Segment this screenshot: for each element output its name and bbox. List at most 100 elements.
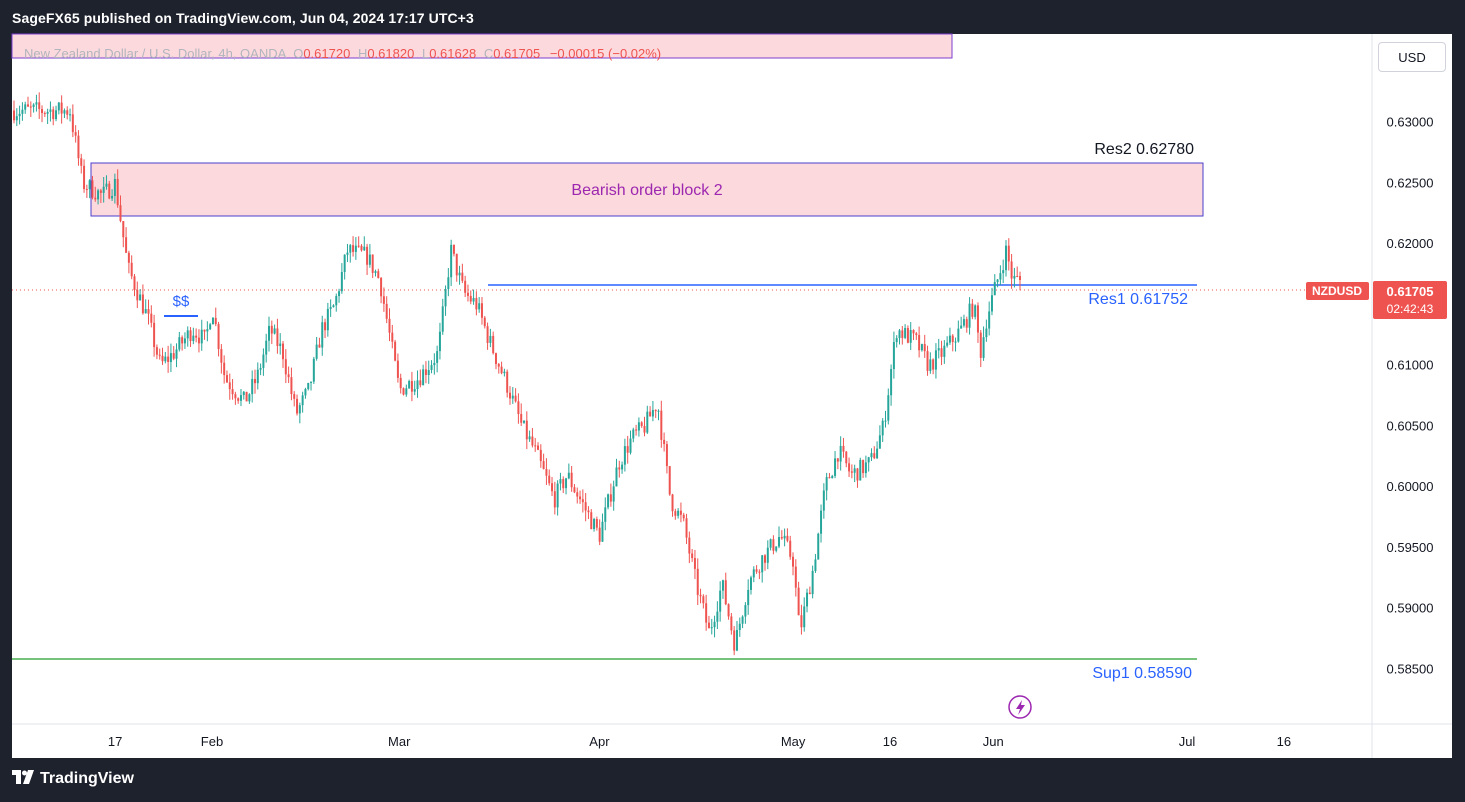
time-axis[interactable]: 17 Feb Mar Apr May 16 Jun Jul 16 [108, 734, 1291, 749]
candle-body [646, 411, 649, 433]
candle-body [49, 109, 52, 112]
candle-body [231, 389, 234, 395]
candle-body [845, 451, 848, 464]
candle-body [528, 436, 531, 440]
candle-body [239, 395, 242, 401]
legend-c-label: C [484, 46, 493, 61]
candle-body [685, 518, 688, 538]
candle-body [853, 468, 856, 473]
candle-body [556, 483, 559, 508]
candle-body [489, 335, 492, 343]
candle-body [293, 394, 296, 399]
candle-body [691, 553, 694, 559]
candle-body [102, 186, 105, 193]
candle-body [679, 510, 682, 515]
price-axis[interactable]: 0.635000.630000.625000.620000.615000.610… [1387, 54, 1434, 676]
candle-body [338, 291, 341, 297]
candle-body [749, 577, 752, 590]
candle-body [419, 380, 422, 386]
candles-layer [13, 92, 1021, 656]
candle-body [710, 627, 713, 629]
candle-body [374, 271, 377, 273]
legend-l-label: L [422, 46, 429, 61]
candle-body [158, 354, 161, 356]
time-tick-label: Mar [388, 734, 411, 749]
candle-body [604, 507, 607, 522]
candle-body [962, 319, 965, 326]
candle-body [310, 381, 313, 383]
candle-body [478, 303, 481, 310]
candle-body [876, 448, 879, 459]
candle-body [438, 331, 441, 352]
candle-body [88, 180, 91, 190]
bearish-order-block[interactable] [90, 162, 1204, 217]
candle-body [354, 245, 357, 252]
candle-body [21, 109, 24, 114]
candle-body [573, 487, 576, 493]
tradingview-logo[interactable]: TradingView [12, 770, 134, 788]
time-tick-label: Apr [589, 734, 610, 749]
candle-body [304, 389, 307, 396]
candle-body [1002, 270, 1005, 274]
candle-body [91, 180, 94, 198]
candle-body [537, 445, 540, 450]
candle-body [848, 463, 851, 472]
candle-body [677, 510, 680, 516]
candle-body [18, 113, 21, 117]
candle-body [360, 245, 363, 251]
candle-body [410, 381, 413, 392]
candle-body [214, 317, 217, 325]
candle-body [206, 329, 209, 332]
candle-body [268, 325, 271, 341]
candle-body [116, 178, 119, 206]
candle-body [587, 510, 590, 513]
brand-text: TradingView [40, 770, 134, 787]
candle-body [122, 221, 125, 238]
candle-body [674, 511, 677, 516]
candle-body [559, 479, 562, 484]
candle-body [660, 410, 663, 440]
candle-body [906, 328, 909, 343]
candle-body [80, 158, 83, 166]
candle-body [654, 409, 657, 412]
candle-body [713, 621, 716, 628]
candle-body [615, 467, 618, 487]
legend-l-value: 0.61628 [429, 46, 476, 61]
candle-body [828, 477, 831, 479]
candle-body [579, 496, 582, 500]
candle-body [786, 535, 789, 541]
currency-button[interactable]: USD [1378, 42, 1446, 72]
candle-body [503, 371, 506, 374]
sup1-label: Sup1 0.58590 [1092, 665, 1192, 682]
candle-body [825, 477, 828, 491]
candle-body [511, 395, 514, 399]
candle-body [797, 587, 800, 616]
candle-body [657, 410, 660, 412]
candle-body [66, 110, 69, 115]
legend-box [11, 33, 953, 59]
candle-body [41, 109, 44, 114]
legend-o-label: O [293, 46, 303, 61]
candle-body [405, 388, 408, 395]
price-tick-label: 0.59000 [1387, 601, 1434, 616]
price-tick-label: 0.62000 [1387, 236, 1434, 251]
candle-body [125, 237, 128, 253]
candle-body [565, 478, 568, 489]
candle-body [988, 311, 991, 329]
candle-body [466, 292, 469, 296]
candle-body [1004, 245, 1007, 271]
candle-body [324, 322, 327, 331]
candle-body [923, 344, 926, 352]
candle-body [279, 343, 282, 346]
candle-body [444, 289, 447, 307]
candle-body [665, 444, 668, 467]
candle-body [990, 295, 993, 312]
candle-body [508, 392, 511, 399]
candle-body [195, 335, 198, 338]
candle-body [155, 347, 158, 355]
candle-body [119, 205, 122, 222]
candle-body [576, 492, 579, 497]
candle-body [567, 472, 570, 479]
candle-body [74, 132, 77, 136]
